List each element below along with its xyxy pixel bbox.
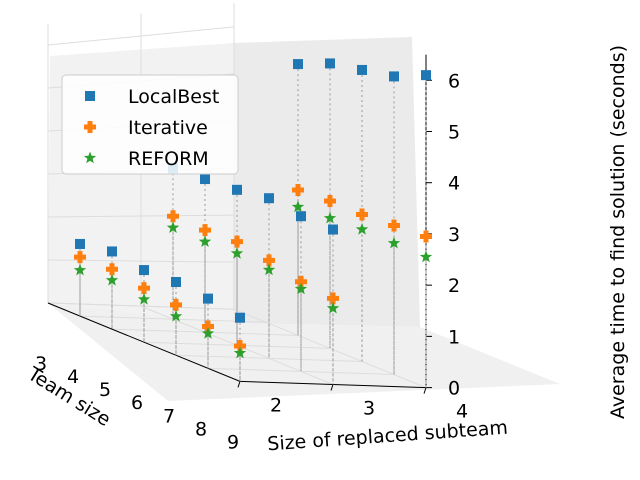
x-tick-label: 2 [270, 394, 282, 416]
legend: LocalBest Iterative REFORM [61, 74, 239, 175]
localbest-marker [139, 265, 149, 276]
reform-marker [73, 263, 87, 276]
y-tick-label: 8 [195, 418, 207, 440]
localbest-marker [85, 91, 95, 101]
z-tick-label: 4 [448, 173, 460, 195]
z-tick-label: 6 [448, 70, 460, 92]
y-tick-label: 7 [163, 405, 175, 427]
localbest-marker [235, 312, 245, 323]
x-axis-title: Size of replaced subteam [267, 417, 509, 456]
floor-gridline [207, 367, 395, 376]
iterative-marker [231, 235, 243, 248]
iterative-marker [106, 263, 118, 276]
iterative-marker [167, 210, 179, 223]
legend-label: REFORM [128, 148, 209, 170]
reform-marker [198, 235, 212, 247]
iterative-marker [324, 194, 336, 207]
localbest-marker [203, 293, 213, 304]
iterative-marker [356, 208, 368, 221]
y-tick-label: 9 [227, 431, 239, 453]
reform-marker [233, 346, 247, 359]
reform-marker [291, 200, 305, 213]
back-right-pane [233, 37, 420, 327]
localbest-marker [171, 277, 181, 288]
localbest-marker [325, 58, 335, 69]
iterative-marker [138, 282, 150, 295]
reform-marker [169, 309, 183, 322]
iterative-marker [327, 292, 339, 305]
reform-marker [387, 236, 401, 249]
reform-marker [323, 211, 337, 224]
x-tick-label: 3 [363, 398, 375, 420]
localbest-marker [264, 193, 274, 204]
iterative-marker [74, 251, 86, 264]
iterative-marker [199, 224, 211, 237]
z-axis-title: Average time to find solution (seconds) [607, 45, 629, 419]
localbest-marker [357, 64, 367, 75]
localbest-marker [421, 70, 431, 81]
legend-box [61, 74, 239, 175]
y-tick-label: 3 [35, 353, 47, 375]
iterative-marker [170, 298, 182, 311]
z-tick-label: 3 [448, 224, 460, 246]
iterative-marker [295, 275, 307, 288]
x-tick-mark [423, 387, 427, 394]
y-tick-label: 5 [99, 379, 111, 401]
reform-marker [83, 151, 97, 164]
localbest-marker [293, 59, 303, 70]
z-tick-label: 2 [448, 275, 460, 297]
legend-label: Iterative [128, 117, 208, 139]
localbest-marker [296, 211, 306, 222]
localbest-marker [389, 71, 399, 82]
iterative-marker [84, 121, 96, 133]
reform-marker [262, 263, 276, 276]
reform-marker [294, 282, 308, 295]
localbest-marker [232, 184, 242, 195]
reform-marker [419, 250, 433, 263]
x-tick-mark [237, 381, 241, 388]
reform-marker [137, 292, 151, 305]
reform-marker [201, 327, 215, 339]
reform-marker [355, 222, 369, 235]
iterative-marker [420, 230, 432, 243]
legend-label: LocalBest [128, 86, 219, 108]
iterative-marker [263, 254, 275, 267]
floor-gridline [47, 302, 235, 310]
localbest-marker [328, 224, 338, 235]
iterative-marker [292, 184, 304, 197]
reform-marker [166, 221, 180, 233]
localbest-marker [75, 238, 85, 249]
z-tick-label: 1 [448, 326, 460, 348]
iterative-marker [234, 340, 246, 353]
reform-marker [326, 301, 340, 314]
y-tick-label: 6 [131, 392, 143, 414]
z-tick-label: 0 [448, 378, 460, 400]
x-tick-label: 4 [456, 401, 468, 423]
reform-marker [230, 246, 244, 259]
x-tick-mark [330, 384, 334, 391]
iterative-marker [202, 320, 214, 333]
z-tick-label: 5 [448, 121, 460, 143]
y-tick-label: 4 [67, 366, 79, 388]
reform-marker [105, 273, 119, 286]
localbest-marker [107, 246, 117, 257]
data-markers [73, 58, 433, 359]
localbest-marker [200, 174, 210, 185]
iterative-marker [388, 219, 400, 232]
